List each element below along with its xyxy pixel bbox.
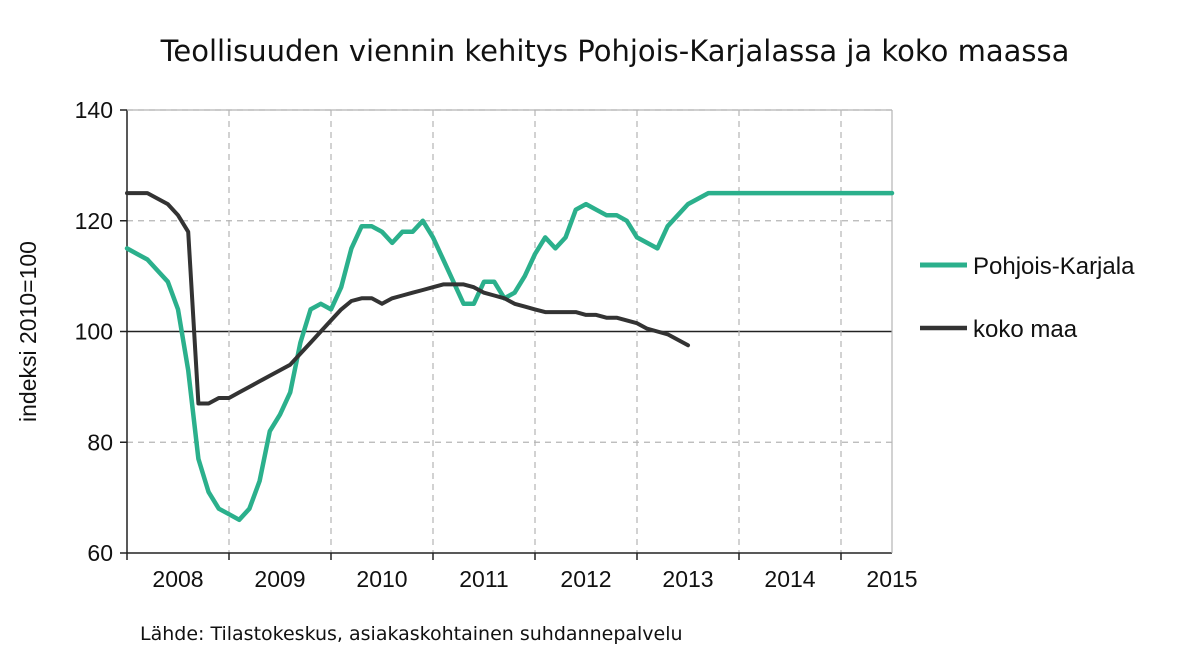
- chart-title: Teollisuuden viennin kehitys Pohjois-Kar…: [160, 34, 1070, 68]
- x-tick-label: 2014: [764, 566, 815, 592]
- x-tick-label: 2011: [459, 566, 508, 592]
- y-tick-label: 100: [75, 319, 113, 345]
- legend: Pohjois-Karjala koko maa: [920, 253, 1135, 343]
- axes: 60 80 100 120 140 2008 2009 2010 2011 2012 2013 201…: [15, 97, 918, 592]
- source-note: Lähde: Tilastokeskus, asiakaskohtainen s…: [140, 623, 683, 645]
- y-tick-label: 140: [75, 97, 113, 123]
- y-axis-label: indeksi 2010=100: [15, 241, 41, 422]
- y-tick-label: 60: [87, 540, 113, 566]
- x-tick-label: 2012: [560, 566, 611, 592]
- x-tick-label: 2008: [152, 566, 203, 592]
- legend-label-pohjois-karjala: Pohjois-Karjala: [973, 253, 1135, 280]
- x-tick-label: 2013: [662, 566, 713, 592]
- x-tick-label: 2009: [254, 566, 305, 592]
- x-tick-label: 2010: [356, 566, 407, 592]
- series-line-pohjois-karjala: [124, 190, 895, 523]
- series-lines: [124, 190, 895, 523]
- y-tick-label: 120: [75, 208, 113, 234]
- x-tick-label: 2015: [866, 566, 917, 592]
- series-line-koko-maa: [125, 191, 690, 406]
- y-tick-label: 80: [87, 429, 113, 455]
- legend-label-koko-maa: koko maa: [973, 316, 1078, 343]
- grid-lines: [127, 109, 892, 553]
